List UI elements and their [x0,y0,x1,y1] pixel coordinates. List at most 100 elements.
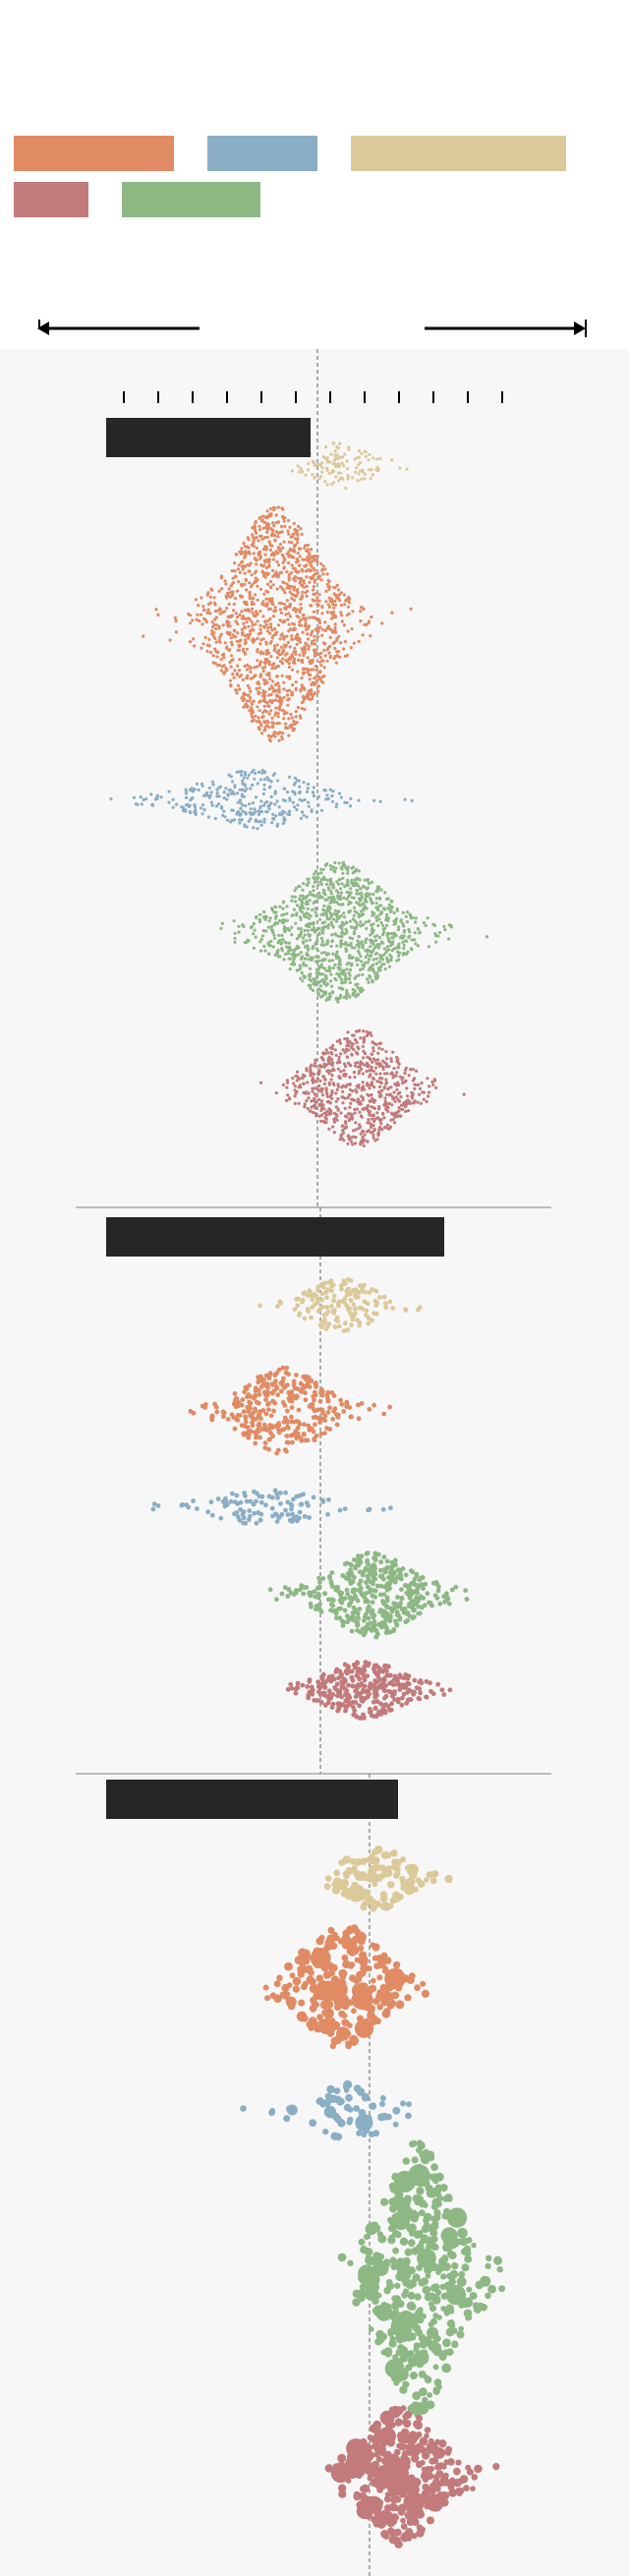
legend-swatch-red[interactable] [14,182,88,217]
data-point [217,794,221,798]
data-point [290,1439,295,1445]
data-point [314,1058,317,1062]
data-point [300,647,304,651]
data-point [321,1591,327,1596]
data-point [263,1373,269,1378]
data-point [296,1313,302,1317]
data-point [396,950,400,954]
data-point [400,1695,405,1701]
data-point [387,1707,393,1713]
data-point [300,706,304,711]
data-point [356,884,361,888]
data-point [364,1551,370,1556]
data-point [391,1076,395,1080]
data-point [368,1579,373,1585]
data-point [287,540,291,544]
data-point [363,1133,367,1137]
data-point [302,616,306,620]
data-point [315,678,319,682]
data-point [313,642,317,646]
data-point [428,1084,431,1088]
legend-swatch-orange[interactable] [14,136,174,171]
data-point [368,1685,373,1691]
data-point [358,897,362,901]
data-point [337,861,341,865]
data-point [285,1420,290,1425]
data-point [350,878,354,882]
data-point [374,902,378,906]
data-point [381,1111,385,1115]
data-point [299,951,303,955]
legend-swatch-blue[interactable] [207,136,317,171]
data-point [316,617,321,621]
data-point [412,1576,418,1582]
data-point [309,556,313,560]
data-point [299,927,303,931]
data-point [349,964,354,967]
data-point [372,1119,376,1124]
data-point [269,734,273,738]
data-point [281,1083,285,1086]
data-point [356,1557,362,1563]
data-point [310,689,314,693]
data-point [252,699,256,703]
data-point [193,788,197,791]
data-point [299,957,304,962]
data-point [443,928,447,932]
data-point [314,810,319,814]
data-point [358,1069,362,1073]
data-point [175,802,179,806]
data-point [256,827,259,831]
data-point [340,920,344,924]
data-point [386,936,390,940]
data-point [404,1700,410,1706]
legend-swatch-green[interactable] [122,182,260,217]
data-point [316,883,320,887]
data-point [280,661,285,666]
data-point [380,958,384,962]
data-point [359,955,363,959]
data-point [241,779,245,784]
data-point [301,810,305,814]
data-point [311,988,315,993]
data-point [345,653,349,658]
data-point [399,1576,404,1582]
data-point [372,1577,377,1582]
data-point [328,994,332,999]
data-point [397,925,401,929]
data-point [273,538,277,543]
data-point [339,795,343,799]
data-point [290,469,294,473]
data-point [290,634,294,638]
data-point [276,955,280,959]
data-point [387,1299,393,1305]
data-point [372,971,376,975]
data-point [238,798,242,802]
data-point [265,535,269,540]
data-point [353,946,357,950]
data-point [385,912,389,917]
data-point [438,930,442,935]
data-point [315,609,319,613]
data-point [319,1119,323,1123]
data-point [197,788,200,792]
data-point [366,1506,372,1512]
data-point [270,724,274,729]
data-point [321,972,325,976]
data-point [393,1121,397,1125]
data-point [304,544,308,548]
data-point [348,1298,354,1303]
legend-swatch-tan[interactable] [351,136,566,171]
data-point [328,599,332,604]
data-point [319,951,324,955]
data-point [294,637,298,641]
data-point [227,773,231,777]
data-point [234,1493,240,1498]
data-point [379,904,383,907]
data-point [432,923,437,927]
data-point [225,596,229,600]
data-point [325,1091,329,1095]
data-point [295,946,299,951]
data-point [281,620,285,624]
data-point [336,446,341,450]
